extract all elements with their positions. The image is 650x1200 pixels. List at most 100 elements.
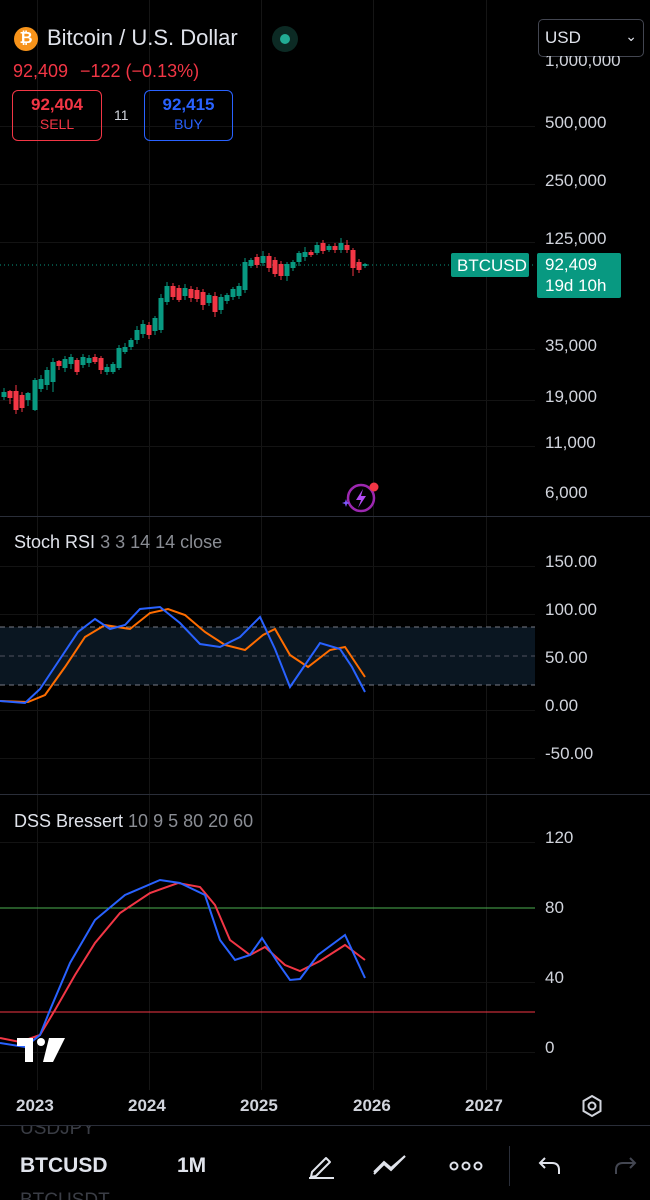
candle-body (350, 250, 356, 268)
candle-body (44, 370, 50, 385)
candle-body (278, 264, 284, 276)
time-axis-label: 2027 (465, 1096, 503, 1115)
price-axis-label: 125,000 (545, 229, 607, 248)
time-axis-label: 2023 (16, 1096, 54, 1115)
candle-body (266, 256, 272, 268)
symbol-title[interactable]: Bitcoin / U.S. Dollar (47, 25, 238, 50)
chart-settings-icon[interactable] (580, 1094, 604, 1118)
watchlist-item-above[interactable]: USDJPY (20, 1125, 95, 1139)
last-price-tag: 92,409 19d 10h (537, 253, 621, 298)
candle-body (242, 262, 248, 290)
candle-body (19, 395, 25, 408)
ticker-tag-text: BTCUSD (457, 256, 527, 275)
candle-body (80, 357, 86, 365)
buy-price: 92,415 (162, 95, 215, 114)
candle-body (200, 292, 206, 305)
more-options-icon[interactable] (449, 1158, 483, 1174)
price-axis-label: 250,000 (545, 171, 607, 190)
candle-body (62, 359, 68, 368)
candle-body (344, 245, 350, 250)
last-price-tag-value: 92,409 (545, 255, 597, 274)
candle-body (212, 296, 218, 312)
btc-logo-icon: ₿ (14, 27, 38, 51)
stoch-rsi-chart[interactable] (0, 517, 535, 793)
candle-body (362, 264, 368, 266)
stoch-rsi-legend[interactable]: Stoch RSI 3 3 14 14 close (14, 532, 222, 553)
price-axis-label: 500,000 (545, 113, 607, 132)
currency-value: USD (545, 28, 581, 47)
candle-body (302, 252, 308, 257)
watchlist-item-below[interactable]: BTCUSDT (20, 1190, 110, 1200)
time-axis-label: 2025 (240, 1096, 278, 1115)
candle-body (260, 256, 266, 263)
candle-body (38, 379, 44, 389)
price-chart[interactable] (0, 0, 535, 515)
price-change-text: −122 (−0.13%) (80, 61, 200, 81)
market-status-icon[interactable] (272, 26, 298, 52)
candle-body (7, 391, 13, 398)
candle-body (32, 380, 38, 410)
stoch-axis-label: 100.00 (545, 600, 597, 619)
candle-body (134, 330, 140, 340)
candle-body (254, 257, 260, 265)
candle-body (74, 360, 80, 372)
spread-value: 11 (114, 107, 129, 123)
candle-body (128, 340, 134, 347)
tradingview-logo-icon (17, 1038, 65, 1062)
candle-body (308, 252, 314, 255)
candle-body (290, 262, 296, 268)
candle-body (356, 262, 362, 270)
candle-body (56, 361, 62, 366)
time-axis-label: 2024 (128, 1096, 166, 1115)
dss-params: 10 9 5 80 20 60 (128, 811, 254, 831)
indicators-icon[interactable] (372, 1152, 410, 1178)
interval-button[interactable]: 1M (177, 1154, 207, 1177)
toolbar-divider (509, 1146, 510, 1186)
stoch-axis-label: 0.00 (545, 696, 579, 715)
stoch-axis-label: 150.00 (545, 552, 597, 571)
bar-countdown: 19d 10h (545, 276, 607, 295)
dss-chart[interactable] (0, 795, 535, 1090)
candle-body (326, 246, 332, 250)
candle-body (332, 246, 338, 250)
candle-body (25, 393, 31, 400)
candle-body (338, 243, 344, 250)
price-axis-label: 1,000,000 (545, 56, 621, 70)
dss-signal-line (0, 881, 366, 1044)
candle-body (248, 260, 254, 266)
pencil-drawing-icon[interactable] (306, 1150, 336, 1180)
time-axis-label: 2026 (353, 1096, 391, 1115)
undo-icon[interactable] (537, 1154, 563, 1176)
sell-button[interactable]: 92,404 SELL (12, 90, 102, 141)
candle-body (296, 253, 302, 262)
candle-body (122, 347, 128, 352)
stoch-axis-label: 50.00 (545, 648, 588, 667)
currency-select[interactable]: USD ⌄ (538, 19, 644, 57)
dss-title: DSS Bressert (14, 811, 124, 831)
dss-legend[interactable]: DSS Bressert 10 9 5 80 20 60 (14, 811, 253, 832)
symbol-button[interactable]: BTCUSD (20, 1154, 108, 1177)
dss-main-line (0, 878, 366, 1049)
candle-body (320, 243, 326, 251)
candle-body (218, 297, 224, 310)
dss-axis-label: 0 (545, 1038, 555, 1057)
candle-body (272, 260, 278, 274)
candle-body (98, 358, 104, 370)
buy-button[interactable]: 92,415 BUY (144, 90, 233, 141)
candle-body (146, 325, 152, 335)
candle-body (86, 358, 92, 363)
redo-icon[interactable] (612, 1154, 638, 1176)
ticker-tag: BTCUSD (451, 253, 529, 277)
candle-body (230, 289, 236, 297)
candle-body (176, 288, 182, 300)
lightning-assistant-icon[interactable] (338, 481, 384, 515)
candle-body (236, 286, 242, 296)
candle-body (284, 264, 290, 276)
candle-body (1, 392, 7, 397)
last-price-text: 92,409 (13, 61, 69, 81)
stoch-k-line (0, 605, 366, 705)
sell-label: SELL (39, 116, 75, 132)
price-axis-label: 35,000 (545, 336, 597, 355)
candle-body (158, 298, 164, 330)
candle-body (116, 348, 122, 368)
